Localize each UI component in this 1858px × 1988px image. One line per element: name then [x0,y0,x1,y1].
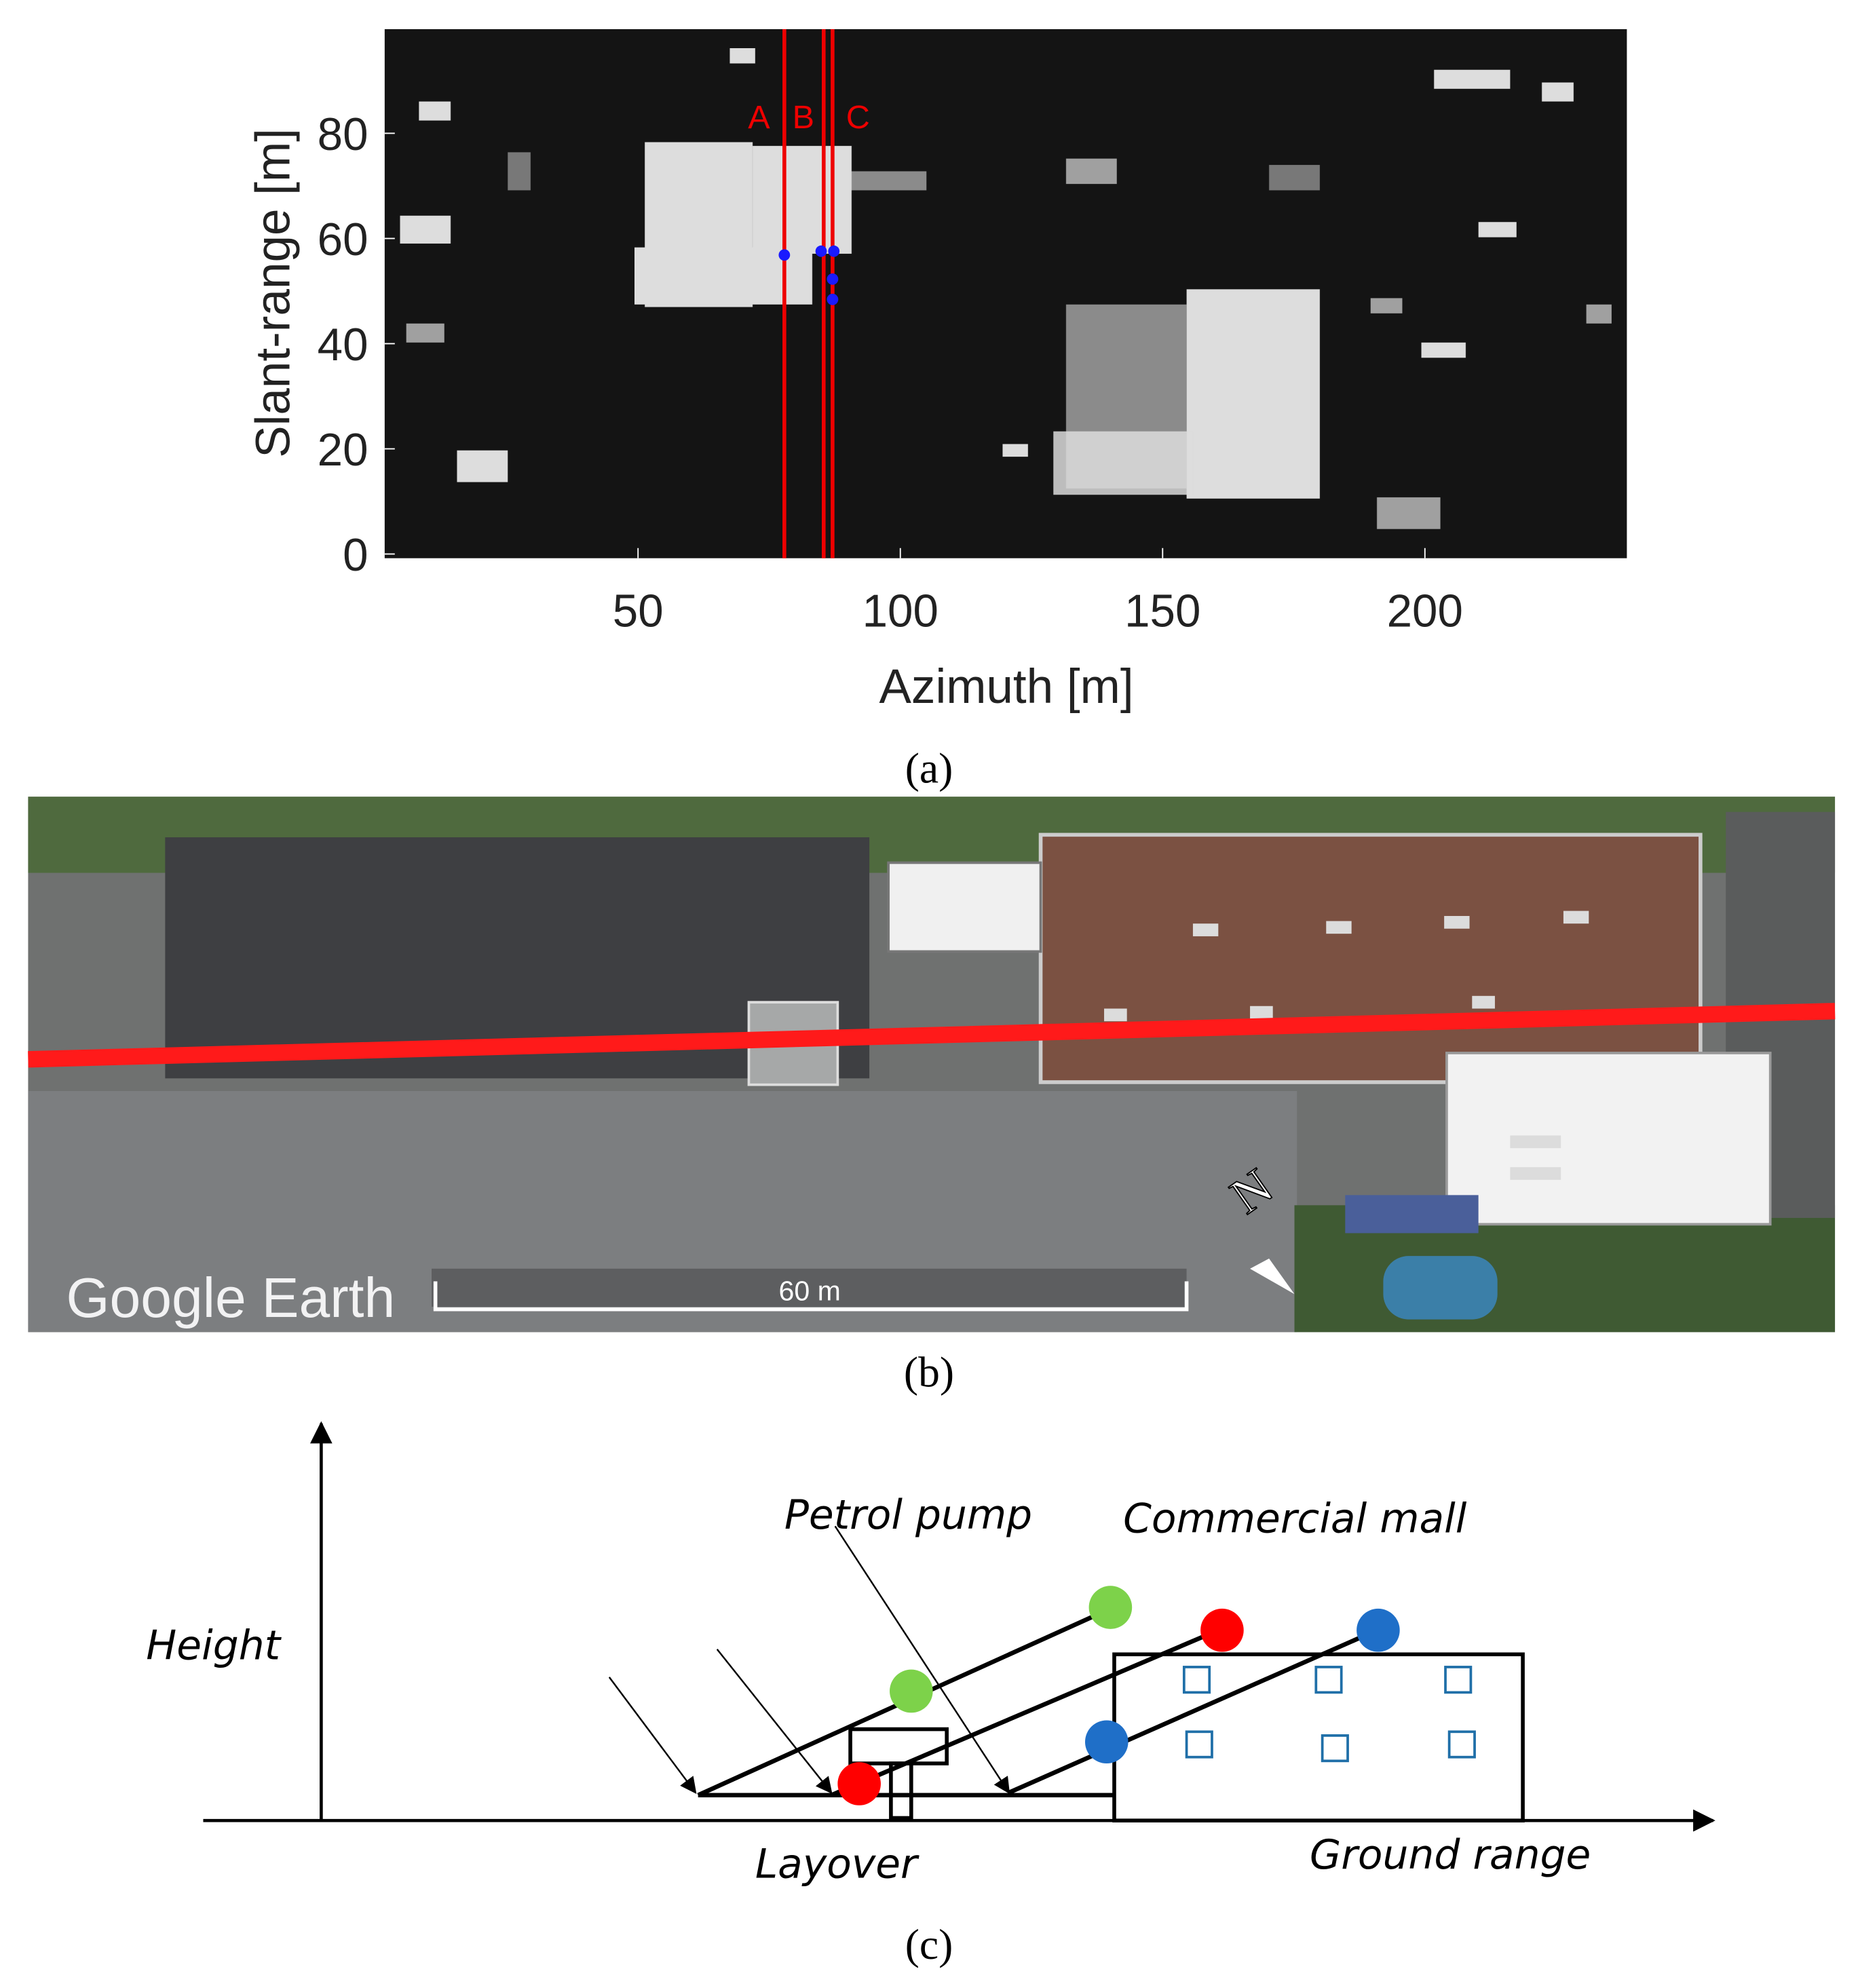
y-axis-label: Height [146,1622,282,1670]
sar-image [384,29,1627,558]
label: Layover [755,1840,919,1888]
label: Petrol pump [784,1491,1032,1539]
x-tick-label: 100 [862,586,939,637]
caption: (c) [905,1920,953,1968]
axis-ticks: 50 100 150 200 0 20 40 60 80 [318,109,1463,637]
caption: (a) [905,744,953,792]
line-label: B [793,99,814,136]
y-tick-label: 20 [318,425,368,476]
scale-label: 60 m [779,1276,841,1307]
x-tick-label: 50 [613,586,664,637]
y-tick-label: 40 [318,320,368,370]
aerial-photo [28,797,1836,1333]
y-tick-label: 60 [318,214,368,265]
line-label: C [846,99,870,136]
caption: (b) [904,1348,954,1396]
watermark: Google Earth [67,1267,396,1329]
line-label: A [748,99,770,136]
label: Commercial mall [1123,1495,1467,1543]
y-axis-label: Slant-range [m] [247,128,301,458]
diagram [203,1421,1715,1832]
x-axis-label: Azimuth [m] [879,660,1134,714]
x-tick-label: 150 [1124,586,1200,637]
y-tick-label: 0 [343,530,368,581]
x-axis-label: Ground range [1310,1831,1591,1879]
y-tick-label: 80 [318,109,368,160]
x-tick-label: 200 [1387,586,1463,637]
